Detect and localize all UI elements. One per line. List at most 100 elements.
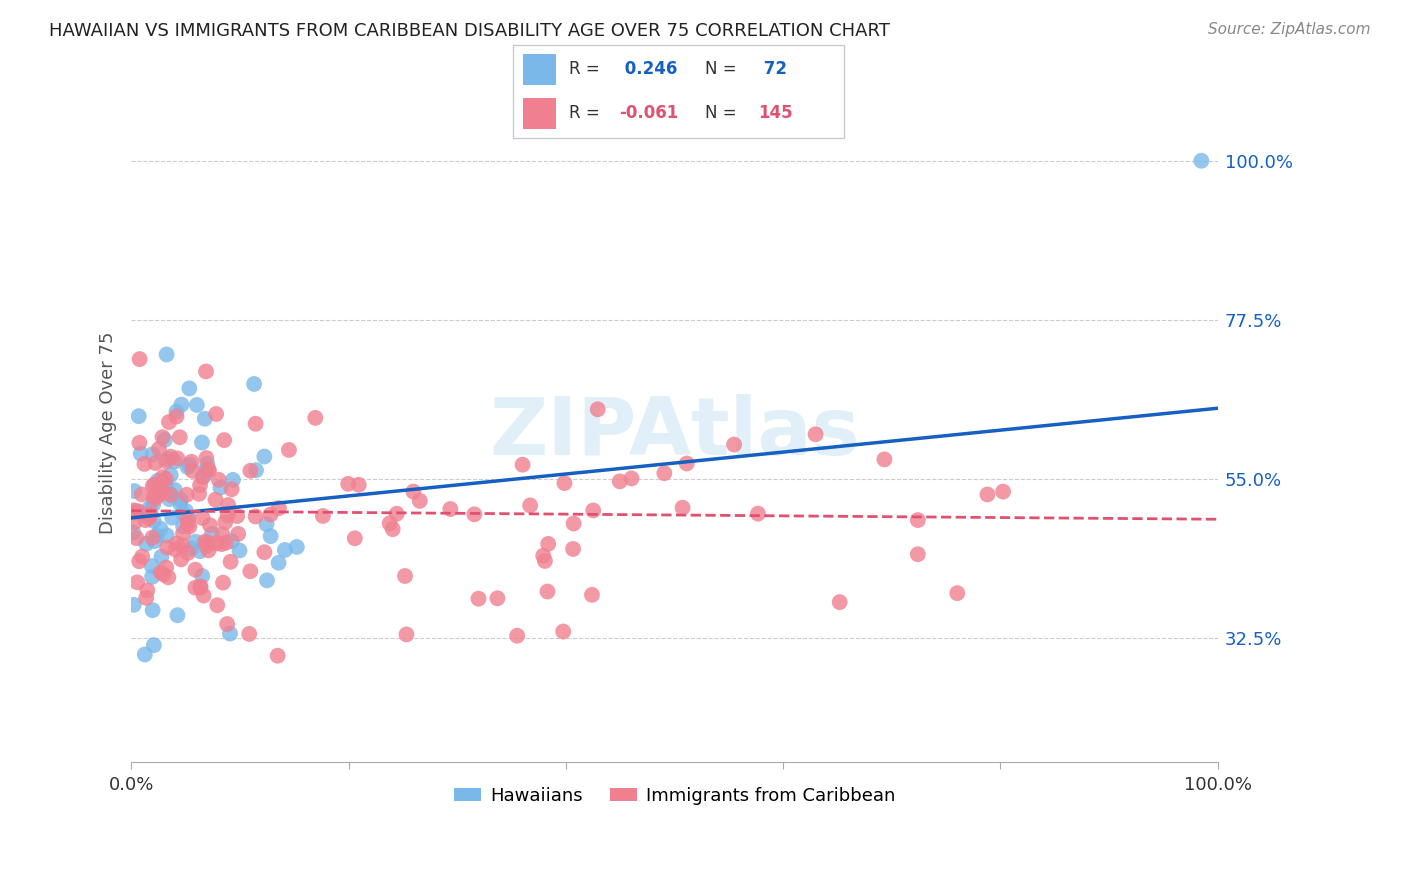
Point bbox=[180, 541, 202, 556]
Point bbox=[277, 442, 299, 457]
Point bbox=[155, 560, 177, 574]
Point bbox=[907, 513, 929, 527]
Point bbox=[138, 501, 160, 516]
Point bbox=[141, 559, 163, 574]
Text: ZIPAtlas: ZIPAtlas bbox=[489, 394, 860, 472]
Legend: Hawaiians, Immigrants from Caribbean: Hawaiians, Immigrants from Caribbean bbox=[447, 780, 903, 812]
Text: -0.061: -0.061 bbox=[619, 104, 678, 122]
Point bbox=[239, 464, 262, 478]
Point bbox=[259, 508, 281, 522]
Point bbox=[184, 563, 207, 577]
Point bbox=[194, 534, 217, 549]
Point bbox=[166, 404, 188, 418]
Point bbox=[506, 629, 529, 643]
Point bbox=[946, 586, 969, 600]
Point bbox=[536, 584, 558, 599]
Point bbox=[142, 638, 165, 652]
Point bbox=[586, 402, 609, 417]
Point bbox=[671, 500, 693, 515]
Point bbox=[136, 583, 159, 598]
Point bbox=[166, 536, 188, 550]
Point bbox=[347, 477, 370, 491]
Point bbox=[149, 522, 172, 536]
Point bbox=[128, 504, 150, 518]
Point bbox=[122, 503, 145, 517]
Point bbox=[531, 549, 554, 563]
Point bbox=[217, 617, 239, 632]
Point bbox=[208, 473, 231, 487]
Text: HAWAIIAN VS IMMIGRANTS FROM CARIBBEAN DISABILITY AGE OVER 75 CORRELATION CHART: HAWAIIAN VS IMMIGRANTS FROM CARIBBEAN DI… bbox=[49, 22, 890, 40]
Point bbox=[156, 451, 179, 466]
Point bbox=[159, 488, 181, 502]
Point bbox=[141, 570, 163, 584]
Point bbox=[163, 454, 186, 468]
Point bbox=[207, 599, 229, 613]
Point bbox=[128, 409, 150, 424]
Point bbox=[195, 364, 218, 378]
Point bbox=[179, 381, 201, 395]
Point bbox=[675, 457, 697, 471]
Point bbox=[190, 579, 212, 593]
Point bbox=[553, 624, 575, 639]
Point bbox=[166, 451, 188, 466]
Point bbox=[153, 433, 176, 447]
Point bbox=[205, 536, 228, 550]
Point bbox=[184, 534, 207, 549]
Point bbox=[134, 513, 156, 527]
Point bbox=[562, 516, 585, 531]
Point bbox=[176, 460, 198, 475]
Point bbox=[142, 498, 165, 512]
Point bbox=[723, 437, 745, 451]
Point bbox=[221, 482, 243, 496]
Point bbox=[142, 603, 165, 617]
Point bbox=[828, 595, 851, 609]
Point bbox=[129, 447, 152, 461]
Point bbox=[201, 527, 224, 541]
Point bbox=[139, 509, 162, 524]
FancyBboxPatch shape bbox=[523, 54, 557, 85]
Point bbox=[337, 476, 360, 491]
Point bbox=[907, 547, 929, 561]
Point bbox=[159, 487, 181, 501]
Point bbox=[976, 487, 998, 501]
Point bbox=[256, 574, 278, 588]
Point bbox=[222, 473, 245, 487]
Point bbox=[378, 516, 401, 531]
Point bbox=[179, 458, 201, 472]
Point bbox=[142, 490, 165, 504]
Text: N =: N = bbox=[704, 61, 742, 78]
Point bbox=[176, 488, 198, 502]
Point bbox=[238, 627, 260, 641]
Point bbox=[152, 470, 174, 484]
Point bbox=[1189, 153, 1212, 168]
Point bbox=[194, 463, 217, 477]
Point bbox=[439, 502, 461, 516]
Point bbox=[177, 512, 200, 526]
Point bbox=[214, 516, 236, 530]
Point bbox=[177, 546, 200, 560]
Point bbox=[267, 501, 290, 516]
Point bbox=[146, 474, 169, 488]
Point bbox=[138, 511, 160, 525]
Point bbox=[125, 504, 148, 518]
Point bbox=[149, 487, 172, 501]
FancyBboxPatch shape bbox=[523, 98, 557, 129]
Point bbox=[180, 455, 202, 469]
Point bbox=[143, 477, 166, 491]
Point bbox=[125, 531, 148, 545]
Point bbox=[131, 487, 153, 501]
Point bbox=[124, 505, 146, 519]
Point bbox=[219, 626, 242, 640]
Point bbox=[582, 503, 605, 517]
Point bbox=[394, 569, 416, 583]
Point bbox=[581, 588, 603, 602]
Point bbox=[267, 648, 290, 663]
Point bbox=[124, 484, 146, 499]
Point bbox=[219, 555, 242, 569]
Point bbox=[534, 554, 557, 568]
Point bbox=[197, 462, 219, 476]
Point bbox=[134, 457, 156, 471]
Point bbox=[188, 478, 211, 492]
Point bbox=[131, 549, 153, 564]
Point bbox=[211, 537, 233, 551]
